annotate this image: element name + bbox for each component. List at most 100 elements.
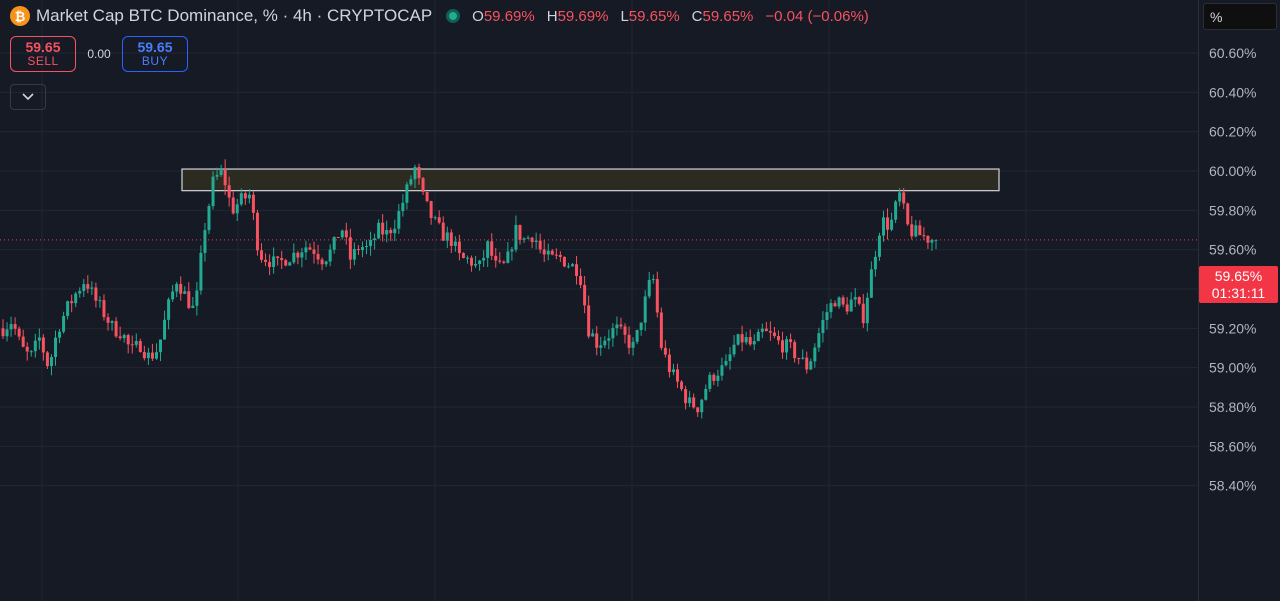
candle [9, 316, 13, 337]
candle-body [461, 253, 465, 258]
candle [663, 340, 667, 358]
candle-body [421, 178, 425, 192]
candle [898, 188, 902, 207]
last-price-value: 59.65% [1214, 268, 1263, 284]
candle [490, 233, 494, 261]
candle [502, 260, 506, 265]
bitcoin-icon: ₿ [10, 6, 30, 26]
candle [207, 203, 211, 235]
candle [651, 274, 655, 284]
candle [671, 363, 675, 376]
candle-body [797, 358, 801, 360]
candle [558, 251, 562, 262]
candle [377, 219, 381, 240]
candle-body [373, 238, 377, 241]
candle-body [914, 225, 918, 237]
candle [344, 222, 348, 245]
candle [429, 200, 433, 225]
candle [5, 322, 9, 342]
candle [526, 235, 530, 240]
candle-body [833, 303, 837, 307]
candle [296, 250, 300, 265]
candle-body [772, 332, 776, 337]
candle [534, 232, 538, 250]
collapse-legend-button[interactable] [10, 84, 46, 110]
candle [453, 236, 457, 252]
sell-price: 59.65 [25, 39, 61, 56]
candle [154, 343, 158, 360]
candle [627, 326, 631, 355]
candle [825, 303, 829, 330]
candle [906, 202, 910, 226]
candle-body [631, 341, 635, 348]
candle [223, 159, 227, 195]
candle [506, 242, 510, 264]
candle [29, 350, 33, 357]
candle [575, 256, 579, 285]
candle [110, 320, 114, 331]
candle-body [696, 407, 700, 413]
candle [264, 253, 268, 267]
candle-body [599, 345, 603, 348]
candle-body [910, 224, 914, 237]
candle-body [413, 166, 417, 180]
candle-body [320, 259, 324, 265]
candle-body [74, 293, 78, 304]
candle-body [861, 303, 865, 324]
candle-body [526, 237, 530, 239]
candle [494, 248, 498, 268]
candle-body [744, 337, 748, 343]
candle-body [651, 279, 655, 281]
candle-body [58, 331, 62, 338]
candle [785, 336, 789, 360]
candle [647, 271, 651, 299]
price-axis[interactable]: 60.60%60.40%60.20%60.00%59.80%59.60%59.4… [1198, 0, 1257, 601]
candle [550, 249, 554, 256]
candle-body [199, 252, 203, 291]
candle-body [179, 283, 183, 294]
sell-button[interactable]: 59.65 SELL [10, 36, 76, 72]
candle-body [207, 206, 211, 231]
candle-body [183, 291, 187, 294]
candle-body [619, 324, 623, 327]
candle [1, 319, 5, 340]
bar-countdown: 01:31:11 [1211, 285, 1266, 301]
symbol-title[interactable]: Market Cap BTC Dominance, % · 4h · CRYPT… [36, 6, 433, 25]
candle-body [324, 261, 328, 265]
candle [199, 245, 203, 295]
candle-body [175, 283, 179, 292]
unit-selector[interactable]: % [1203, 3, 1277, 30]
candle-body [805, 357, 809, 370]
candle [163, 310, 167, 340]
candle [817, 327, 821, 352]
candle-body [231, 197, 235, 214]
candle [146, 347, 150, 365]
candle [373, 233, 377, 250]
candle-body [570, 264, 574, 267]
candle-body [659, 312, 663, 348]
candle [748, 329, 752, 347]
candle [21, 329, 25, 348]
candle [167, 297, 171, 330]
candle [684, 385, 688, 410]
candle [425, 191, 429, 203]
candle [437, 210, 441, 225]
candle-body [688, 397, 692, 404]
candle [247, 189, 251, 204]
buy-button[interactable]: 59.65 BUY [122, 36, 188, 72]
resistance-zone-rect[interactable] [181, 168, 1000, 192]
candle [421, 176, 425, 195]
chart-legend: ₿ Market Cap BTC Dominance, % · 4h · CRY… [10, 6, 869, 26]
candle-body [340, 230, 344, 238]
candle [865, 292, 869, 332]
candle [877, 232, 881, 261]
candle [316, 244, 320, 265]
candle [744, 331, 748, 345]
candle-body [98, 300, 102, 302]
y-tick-label: 59.60% [1209, 242, 1256, 258]
candle [579, 268, 583, 289]
candle-body [781, 340, 785, 353]
candle-body [288, 262, 292, 266]
candle-body [142, 351, 146, 359]
